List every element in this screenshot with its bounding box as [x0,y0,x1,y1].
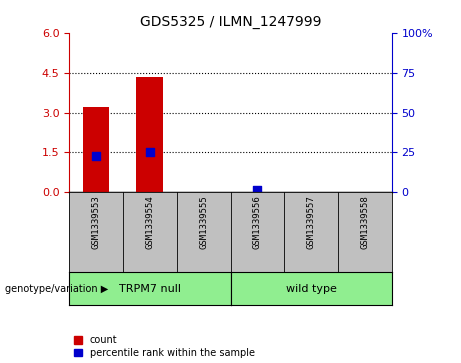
Title: GDS5325 / ILMN_1247999: GDS5325 / ILMN_1247999 [140,15,321,29]
Text: GSM1339555: GSM1339555 [199,195,208,249]
Legend: count, percentile rank within the sample: count, percentile rank within the sample [74,335,254,358]
Text: genotype/variation ▶: genotype/variation ▶ [5,284,108,294]
Text: TRPM7 null: TRPM7 null [119,284,181,294]
Point [146,150,154,155]
Text: GSM1339553: GSM1339553 [92,195,100,249]
Bar [83,107,109,192]
Text: GSM1339556: GSM1339556 [253,195,262,249]
Text: GSM1339554: GSM1339554 [145,195,154,249]
Text: GSM1339558: GSM1339558 [361,195,369,249]
Point [92,154,100,159]
Point [254,187,261,193]
Bar [136,77,163,192]
Text: wild type: wild type [286,284,337,294]
Text: GSM1339557: GSM1339557 [307,195,316,249]
